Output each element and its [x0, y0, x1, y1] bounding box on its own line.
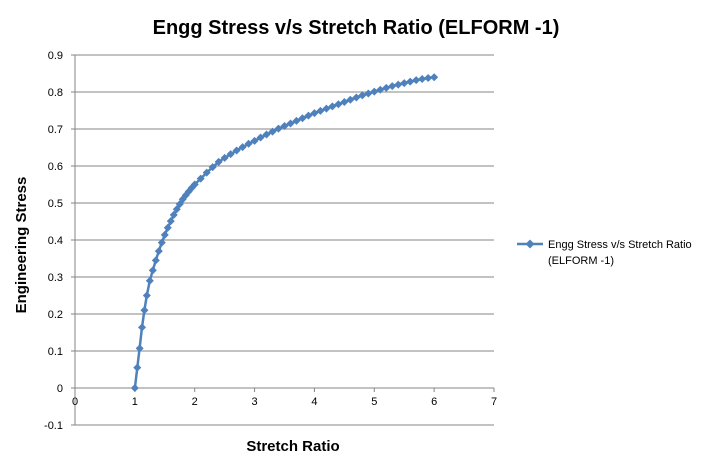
data-point-marker	[130, 384, 139, 392]
data-point-marker	[208, 163, 217, 172]
y-tick-label: 0.2	[48, 309, 63, 321]
data-point-marker	[376, 85, 385, 94]
legend: Engg Stress v/s Stretch Ratio (ELFORM -1…	[517, 239, 692, 267]
data-point-marker	[340, 97, 349, 106]
x-axis-label: Stretch Ratio	[246, 438, 339, 455]
data-point-marker	[138, 323, 147, 332]
y-tick-label: 0.5	[48, 198, 63, 210]
data-point-marker	[400, 79, 409, 88]
x-tick-label: 6	[431, 396, 437, 408]
data-point-marker	[382, 83, 391, 92]
data-point-marker	[334, 100, 343, 109]
y-tick-label: -0.1	[44, 420, 63, 432]
data-point-marker	[157, 238, 166, 247]
data-point-marker	[196, 174, 205, 183]
y-tick-label: 0.1	[48, 346, 63, 358]
data-point-marker	[250, 136, 259, 145]
data-point-marker	[148, 266, 157, 275]
data-point-marker	[202, 168, 211, 177]
data-point-marker	[166, 217, 175, 226]
x-tick-label: 5	[371, 396, 377, 408]
data-point-marker	[286, 119, 295, 128]
data-point-marker	[154, 247, 163, 256]
data-point-marker	[238, 143, 247, 152]
y-tick-label: 0.4	[48, 235, 63, 247]
data-point-marker	[406, 77, 415, 86]
data-point-marker	[232, 146, 241, 155]
data-point-marker	[262, 130, 271, 139]
x-tick-label: 2	[192, 396, 198, 408]
data-point-marker	[214, 157, 223, 166]
legend-label-line-2: (ELFORM -1)	[548, 255, 614, 267]
data-point-marker	[298, 114, 307, 123]
data-point-marker	[244, 139, 253, 148]
data-point-marker	[268, 127, 277, 136]
y-tick-label: 0.9	[48, 50, 63, 62]
data-point-marker	[135, 344, 144, 353]
x-tick-label: 4	[311, 396, 317, 408]
data-point-marker	[370, 87, 379, 96]
data-point-marker	[418, 75, 427, 84]
data-point-marker	[352, 93, 361, 102]
legend-label-line-1: Engg Stress v/s Stretch Ratio	[548, 239, 692, 251]
y-tick-label: 0.7	[48, 124, 63, 136]
data-point-marker	[274, 124, 283, 133]
data-point-marker	[220, 153, 229, 162]
y-tick-label: 0.3	[48, 272, 63, 284]
data-point-marker	[430, 73, 439, 82]
data-point-marker	[322, 104, 331, 113]
data-point-marker	[163, 223, 172, 232]
data-point-marker	[310, 109, 319, 118]
data-point-marker	[412, 76, 421, 85]
data-point-marker	[304, 111, 313, 120]
data-point-marker	[172, 205, 181, 214]
y-tick-label: 0	[57, 383, 63, 395]
data-point-marker	[169, 210, 178, 219]
data-point-marker	[388, 82, 397, 91]
y-axis-label: Engineering Stress	[13, 177, 30, 314]
data-point-marker	[328, 102, 337, 111]
y-tick-labels: -0.1 0 0.1 0.2 0.3 0.4 0.5 0.6 0.7 0.8 0.9	[44, 50, 63, 432]
data-point-marker	[316, 106, 325, 115]
data-point-marker	[256, 133, 265, 142]
chart-title: Engg Stress v/s Stretch Ratio (ELFORM -1…	[153, 17, 560, 39]
data-point-marker	[160, 230, 169, 239]
data-point-marker	[364, 89, 373, 98]
data-point-marker	[346, 95, 355, 104]
data-point-marker	[133, 363, 142, 372]
x-tick-label: 1	[132, 396, 138, 408]
data-point-marker	[151, 256, 160, 265]
data-point-marker	[145, 276, 154, 285]
x-tick-labels: 0 1 2 3 4 5 6 7	[72, 396, 497, 408]
data-point-marker	[292, 116, 301, 125]
axes	[71, 54, 495, 426]
y-tick-label: 0.8	[48, 87, 63, 99]
x-tick-label: 7	[491, 396, 497, 408]
data-point-marker	[394, 80, 403, 89]
data-series	[130, 73, 439, 392]
data-point-marker	[140, 306, 149, 315]
legend-diamond-marker	[525, 239, 535, 249]
x-tick-label: 0	[72, 396, 78, 408]
data-point-marker	[190, 180, 199, 189]
data-point-marker	[280, 122, 289, 131]
data-point-marker	[358, 91, 367, 100]
y-tick-label: 0.6	[48, 161, 63, 173]
data-point-marker	[226, 150, 235, 159]
x-tick-label: 3	[252, 396, 258, 408]
data-point-marker	[142, 291, 151, 300]
data-point-marker	[424, 73, 433, 82]
